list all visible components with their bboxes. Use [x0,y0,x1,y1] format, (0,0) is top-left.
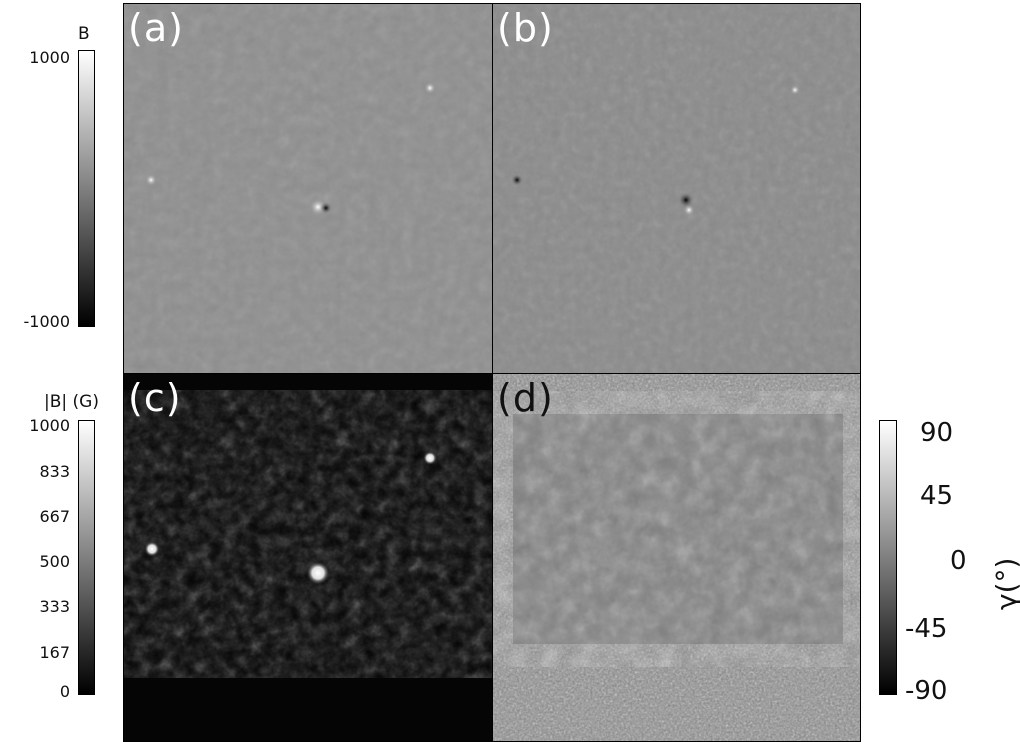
colorbar-absb-tick-667: 667 [39,507,70,526]
colorbar-gamma-tick-90: 90 [920,418,954,448]
panel-a: (a) [123,3,493,374]
colorbar-absb [78,420,95,695]
colorbar-absb-tick-833: 833 [39,462,70,481]
panel-d: (d) [492,373,861,742]
panel-c-image [124,374,492,741]
colorbar-gamma-title: γ(°) [990,557,1020,610]
panel-a-image [124,4,492,373]
colorbar-gamma-tick-45: 45 [920,481,954,511]
panel-d-label: (d) [497,376,554,420]
colorbar-absb-tick-0: 0 [59,682,70,701]
panel-c-label: (c) [128,376,182,420]
colorbar-absb-title: |B| (G) [44,392,99,412]
colorbar-gamma [879,420,897,695]
colorbar-b [78,50,95,327]
colorbar-gamma-tick-minus90: -90 [905,676,948,706]
colorbar-absb-tick-333: 333 [39,597,70,616]
colorbar-b-title: B [78,24,90,44]
colorbar-absb-tick-1000: 1000 [29,416,70,435]
colorbar-absb-tick-167: 167 [39,643,70,662]
colorbar-b-tick-min: -1000 [23,312,71,331]
panel-d-image [493,374,860,741]
panel-b-label: (b) [497,6,554,50]
panel-b-image [493,4,860,373]
colorbar-gamma-tick-minus45: -45 [905,614,948,644]
panel-c: (c) [123,373,493,742]
panel-a-label: (a) [128,6,184,50]
colorbar-absb-tick-500: 500 [39,552,70,571]
colorbar-b-tick-max: 1000 [29,48,70,67]
colorbar-gamma-tick-0: 0 [950,546,967,576]
panel-b: (b) [492,3,861,374]
